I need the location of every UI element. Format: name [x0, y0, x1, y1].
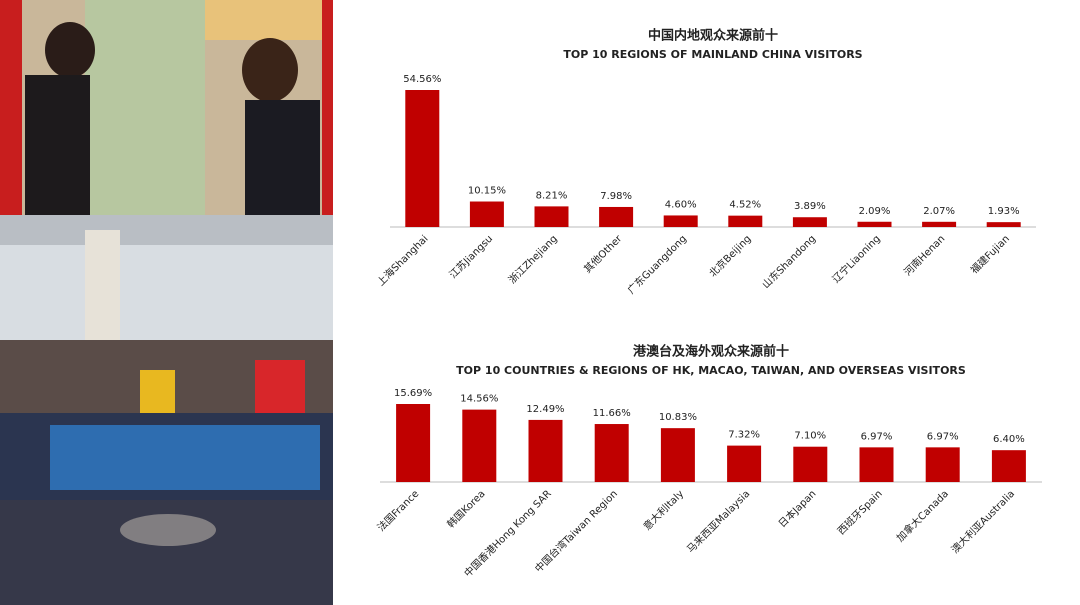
value-label: 3.89%	[794, 201, 826, 212]
value-label: 6.40%	[993, 434, 1025, 445]
bar	[727, 445, 762, 482]
value-label: 1.93%	[988, 206, 1020, 217]
bar	[469, 201, 504, 227]
photo-detail	[0, 500, 333, 605]
bar	[528, 419, 563, 482]
bar	[663, 215, 698, 227]
value-label: 11.66%	[593, 408, 631, 419]
bar	[793, 446, 828, 482]
bar	[405, 90, 440, 227]
bar	[859, 447, 894, 482]
photo-detail	[0, 0, 22, 215]
bar	[792, 217, 827, 227]
value-label: 54.56%	[403, 74, 441, 85]
value-label: 6.97%	[927, 431, 959, 442]
value-label: 12.49%	[526, 404, 564, 415]
value-label: 2.09%	[859, 206, 891, 217]
bar	[599, 206, 634, 227]
photo-detail	[322, 0, 333, 215]
bar	[396, 404, 431, 482]
value-label: 4.60%	[665, 199, 697, 210]
value-label: 7.32%	[728, 430, 760, 441]
value-label: 10.83%	[659, 412, 697, 423]
bar	[462, 409, 497, 482]
photo-detail	[85, 0, 205, 215]
value-label: 4.52%	[729, 200, 761, 211]
photo-detail	[50, 425, 320, 490]
bar	[991, 450, 1026, 482]
bar	[728, 215, 763, 227]
chart-subtitle: TOP 10 COUNTRIES & REGIONS OF HK, MACAO,…	[456, 364, 966, 377]
value-label: 10.15%	[468, 186, 506, 197]
bar	[925, 447, 960, 482]
chart-title: 港澳台及海外观众来源前十	[633, 344, 789, 360]
chart-title: 中国内地观众来源前十	[648, 28, 778, 44]
bar	[594, 424, 629, 482]
photo-detail	[255, 360, 305, 413]
photo-detail	[85, 230, 120, 350]
bar	[922, 221, 957, 227]
value-label: 6.97%	[861, 431, 893, 442]
photo-detail	[140, 370, 175, 413]
photo-detail	[242, 38, 298, 102]
bar	[660, 428, 695, 482]
value-label: 7.98%	[600, 191, 632, 202]
chart-subtitle: TOP 10 REGIONS OF MAINLAND CHINA VISITOR…	[563, 48, 862, 61]
bar	[534, 206, 569, 227]
bar	[986, 222, 1021, 227]
value-label: 14.56%	[460, 394, 498, 405]
value-label: 8.21%	[536, 190, 568, 201]
value-label: 2.07%	[923, 206, 955, 217]
photo-detail	[25, 75, 90, 215]
value-label: 7.10%	[794, 431, 826, 442]
photo-collage	[0, 0, 333, 605]
photo-detail	[205, 0, 325, 40]
bar	[857, 221, 892, 227]
photo-detail	[0, 215, 333, 245]
photo-detail	[45, 22, 95, 78]
photo-detail	[245, 100, 320, 215]
value-label: 15.69%	[394, 388, 432, 399]
